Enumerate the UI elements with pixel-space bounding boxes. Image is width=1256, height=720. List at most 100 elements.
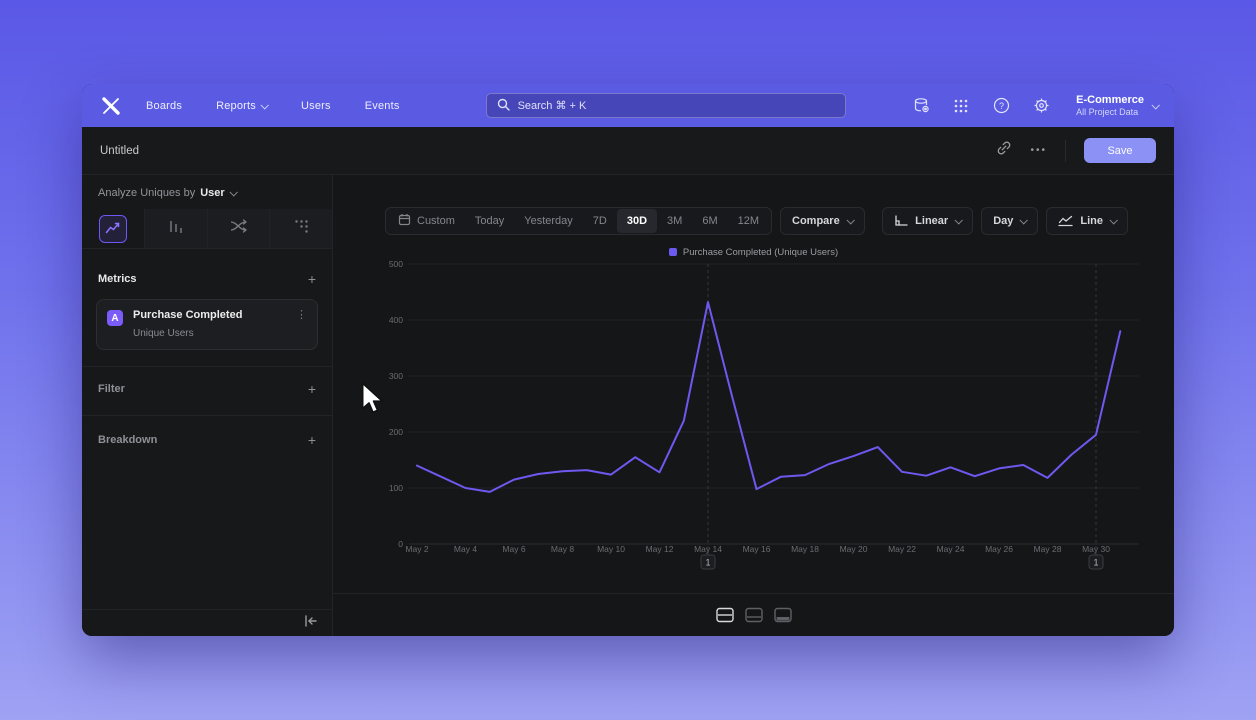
granularity-select[interactable]: Day <box>981 207 1039 235</box>
series-line[interactable] <box>416 301 1122 493</box>
chevron-down-icon <box>260 100 269 110</box>
compare-button[interactable]: Compare <box>780 207 865 235</box>
x-axis-label: May 4 <box>454 544 477 554</box>
y-axis-label: 300 <box>389 371 403 381</box>
range-today[interactable]: Today <box>465 209 514 233</box>
add-metric-button[interactable]: + <box>307 271 316 287</box>
range-label: Today <box>474 215 505 227</box>
chevron-down-icon <box>1109 216 1118 225</box>
range-custom[interactable]: Custom <box>388 209 465 233</box>
nav-item-label: Boards <box>146 99 183 112</box>
analyze-uniques-row[interactable]: Analyze Uniques by User <box>82 175 332 209</box>
apps-grid-icon[interactable] <box>952 97 970 115</box>
range-label: Yesterday <box>524 215 573 227</box>
scale-label: Linear <box>915 215 949 227</box>
filter-title: Filter <box>98 383 125 395</box>
analyze-value[interactable]: User <box>200 187 225 199</box>
line-chart-icon <box>1058 215 1074 227</box>
annotation-badge[interactable] <box>700 554 716 570</box>
help-icon[interactable]: ? <box>992 97 1010 115</box>
range-7d[interactable]: 7D <box>583 209 617 233</box>
tab-retention[interactable] <box>269 209 332 248</box>
nav-item-reports[interactable]: Reports <box>216 100 269 112</box>
settings-gear-icon[interactable] <box>1032 97 1050 115</box>
range-label: 3M <box>667 215 683 227</box>
search-input[interactable]: Search ⌘ + K <box>485 93 846 118</box>
share-link-icon[interactable] <box>996 140 1012 161</box>
tab-insights[interactable] <box>82 209 144 248</box>
range-30d[interactable]: 30D <box>616 209 658 233</box>
annotation-badge[interactable] <box>1088 554 1104 570</box>
project-subtitle: All Project Data <box>1076 107 1139 117</box>
compare-label: Compare <box>792 215 840 227</box>
x-axis-label: May 8 <box>551 544 574 554</box>
layout-bottom-panel-button[interactable] <box>773 607 793 624</box>
tab-flows[interactable] <box>206 209 270 248</box>
metric-subtitle[interactable]: Unique Users <box>133 328 194 339</box>
range-label: 6M <box>702 215 718 227</box>
scale-select[interactable]: Linear <box>882 207 974 235</box>
metric-kebab-menu[interactable]: ⋮ <box>296 309 307 321</box>
nav-item-boards[interactable]: Boards <box>146 100 182 112</box>
data-icon[interactable] <box>912 97 930 115</box>
layout-split-rows-button[interactable] <box>715 607 735 624</box>
x-axis-label: May 24 <box>937 544 965 554</box>
add-breakdown-button[interactable]: + <box>307 432 316 448</box>
range-12m[interactable]: 12M <box>728 209 769 233</box>
range-6m[interactable]: 6M <box>692 209 727 233</box>
breakdown-title: Breakdown <box>98 434 158 446</box>
x-axis-label: May 20 <box>840 544 868 554</box>
mixpanel-logo-icon[interactable] <box>98 95 124 117</box>
x-axis-label: May 28 <box>1034 544 1062 554</box>
granularity-label: Day <box>993 215 1014 227</box>
add-filter-button[interactable]: + <box>307 381 316 397</box>
project-selector[interactable]: E-Commerce All Project Data <box>1076 94 1160 117</box>
retention-icon <box>294 219 309 239</box>
chart-legend[interactable]: Purchase Completed (Unique Users) <box>333 245 1174 259</box>
analyze-prefix-label: Analyze Uniques by <box>98 187 196 199</box>
metric-item-purchase-completed[interactable]: A Purchase Completed Unique Users ⋮ <box>96 299 318 350</box>
range-label: 12M <box>737 215 760 227</box>
sidebar-footer <box>82 609 332 636</box>
range-label: 30D <box>626 215 648 227</box>
nav-items: Boards Reports Users Events <box>146 100 400 112</box>
annotation-badge-label: 1 <box>705 558 710 568</box>
report-title[interactable]: Untitled <box>100 144 139 157</box>
y-axis-label: 400 <box>389 315 403 325</box>
app-window: Boards Reports Users Events Search ⌘ + K <box>82 84 1174 636</box>
collapse-sidebar-icon[interactable] <box>304 614 318 632</box>
display-controls: Linear Day Line <box>882 207 1128 235</box>
x-axis-label: May 26 <box>985 544 1013 554</box>
range-3m[interactable]: 3M <box>657 209 692 233</box>
chart-toolbar: Custom Today Yesterday 7D 30D 3M 6M 12M Compare… <box>385 207 1128 235</box>
nav-item-label: Users <box>300 99 331 112</box>
tab-funnels[interactable] <box>143 209 207 248</box>
x-axis-label: May 10 <box>597 544 625 554</box>
chart-type-select[interactable]: Line <box>1046 207 1128 235</box>
search-icon <box>497 98 510 114</box>
insights-icon <box>98 214 127 243</box>
y-axis-label: 100 <box>389 483 403 493</box>
query-builder-sidebar: Analyze Uniques by User Metrics + A Purc… <box>82 175 333 636</box>
nav-item-users[interactable]: Users <box>301 100 331 112</box>
y-axis-label: 0 <box>398 539 403 549</box>
metrics-title: Metrics <box>98 273 137 285</box>
view-layout-toolbar <box>333 593 1174 636</box>
range-yesterday[interactable]: Yesterday <box>514 209 583 233</box>
chevron-down-icon <box>954 216 964 225</box>
metrics-section-header: Metrics + <box>82 269 332 289</box>
search-placeholder: Search ⌘ + K <box>517 100 587 112</box>
y-axis-label: 200 <box>389 427 403 437</box>
chevron-down-icon <box>1019 216 1029 225</box>
nav-item-label: Events <box>364 99 400 112</box>
layout-mid-panel-button[interactable] <box>744 607 764 624</box>
chart-plot-area[interactable]: 0 100 200 300 400 500 1 1 May 2 May 4 May 6 May 8 Ma… <box>333 259 1174 576</box>
titlebar-divider <box>1065 139 1066 162</box>
calendar-icon <box>398 213 411 229</box>
save-button[interactable]: Save <box>1084 138 1156 163</box>
nav-item-events[interactable]: Events <box>365 100 400 112</box>
x-axis-label: May 18 <box>791 544 819 554</box>
more-menu-button[interactable]: ••• <box>1030 145 1047 156</box>
x-axis-label: May 6 <box>502 544 525 554</box>
chevron-down-icon <box>229 188 238 197</box>
